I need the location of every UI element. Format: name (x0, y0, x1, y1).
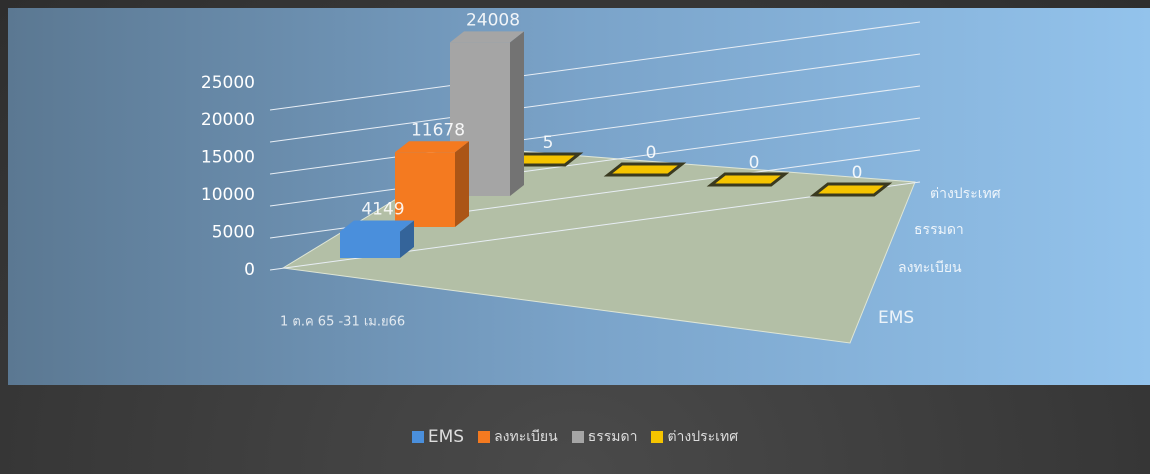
legend-label: ธรรมดา (587, 429, 638, 445)
depth-axis-label: EMS (878, 308, 914, 328)
legend-label: ลงทะเบียน (494, 429, 558, 445)
bar-top (809, 182, 893, 197)
y-tick-label: 10000 (201, 185, 255, 205)
value-label: 24008 (466, 10, 520, 30)
grid-line (269, 85, 921, 175)
bar (395, 141, 469, 227)
bar-front (395, 152, 455, 227)
value-label: 0 (646, 143, 657, 163)
bar (809, 182, 893, 197)
legend: EMS ลงทะเบียน ธรรมดา ต่างประเทศ (0, 426, 1150, 448)
bar-side (510, 31, 524, 196)
bar (340, 220, 414, 258)
depth-axis-label: ต่างประเทศ (930, 186, 1001, 202)
value-label: 0 (852, 163, 863, 183)
grid-line (269, 117, 921, 207)
bar-top (706, 172, 790, 187)
bar-top (603, 162, 687, 177)
chart: 0500010000150002000025000EMSลงทะเบียนธรร… (8, 8, 1150, 385)
value-label: 5 (543, 133, 554, 153)
legend-swatch (411, 431, 424, 443)
bar-front (340, 231, 400, 258)
y-tick-label: 25000 (201, 73, 255, 93)
legend-item: ลงทะเบียน (478, 426, 558, 448)
x-tick-label: 1 ต.ค 65 -31 เม.ย66 (280, 315, 405, 330)
legend-item: EMS (411, 426, 465, 448)
grid-line (269, 21, 921, 111)
depth-axis-label: ธรรมดา (914, 222, 964, 238)
legend-item: ธรรมดา (571, 426, 638, 448)
legend-item: ต่างประเทศ (651, 426, 738, 448)
legend-swatch (651, 431, 664, 443)
bar-top (395, 141, 469, 153)
bar-side (455, 141, 469, 227)
bar-side (400, 220, 414, 258)
value-label: 4149 (361, 199, 404, 219)
bar (706, 172, 790, 187)
legend-label: ต่างประเทศ (667, 429, 739, 445)
legend-swatch (571, 431, 584, 443)
legend-label: EMS (427, 427, 465, 447)
depth-axis-label: ลงทะเบียน (898, 260, 962, 276)
value-label: 11678 (411, 120, 465, 140)
bar-top (450, 31, 524, 43)
y-tick-label: 5000 (212, 223, 255, 243)
y-tick-label: 0 (244, 260, 255, 280)
legend-swatch (478, 431, 491, 443)
bar (603, 162, 687, 177)
grid-line (269, 53, 921, 143)
value-label: 0 (749, 153, 760, 173)
bar-top (340, 220, 414, 232)
y-tick-label: 20000 (201, 110, 255, 130)
y-tick-label: 15000 (201, 148, 255, 168)
